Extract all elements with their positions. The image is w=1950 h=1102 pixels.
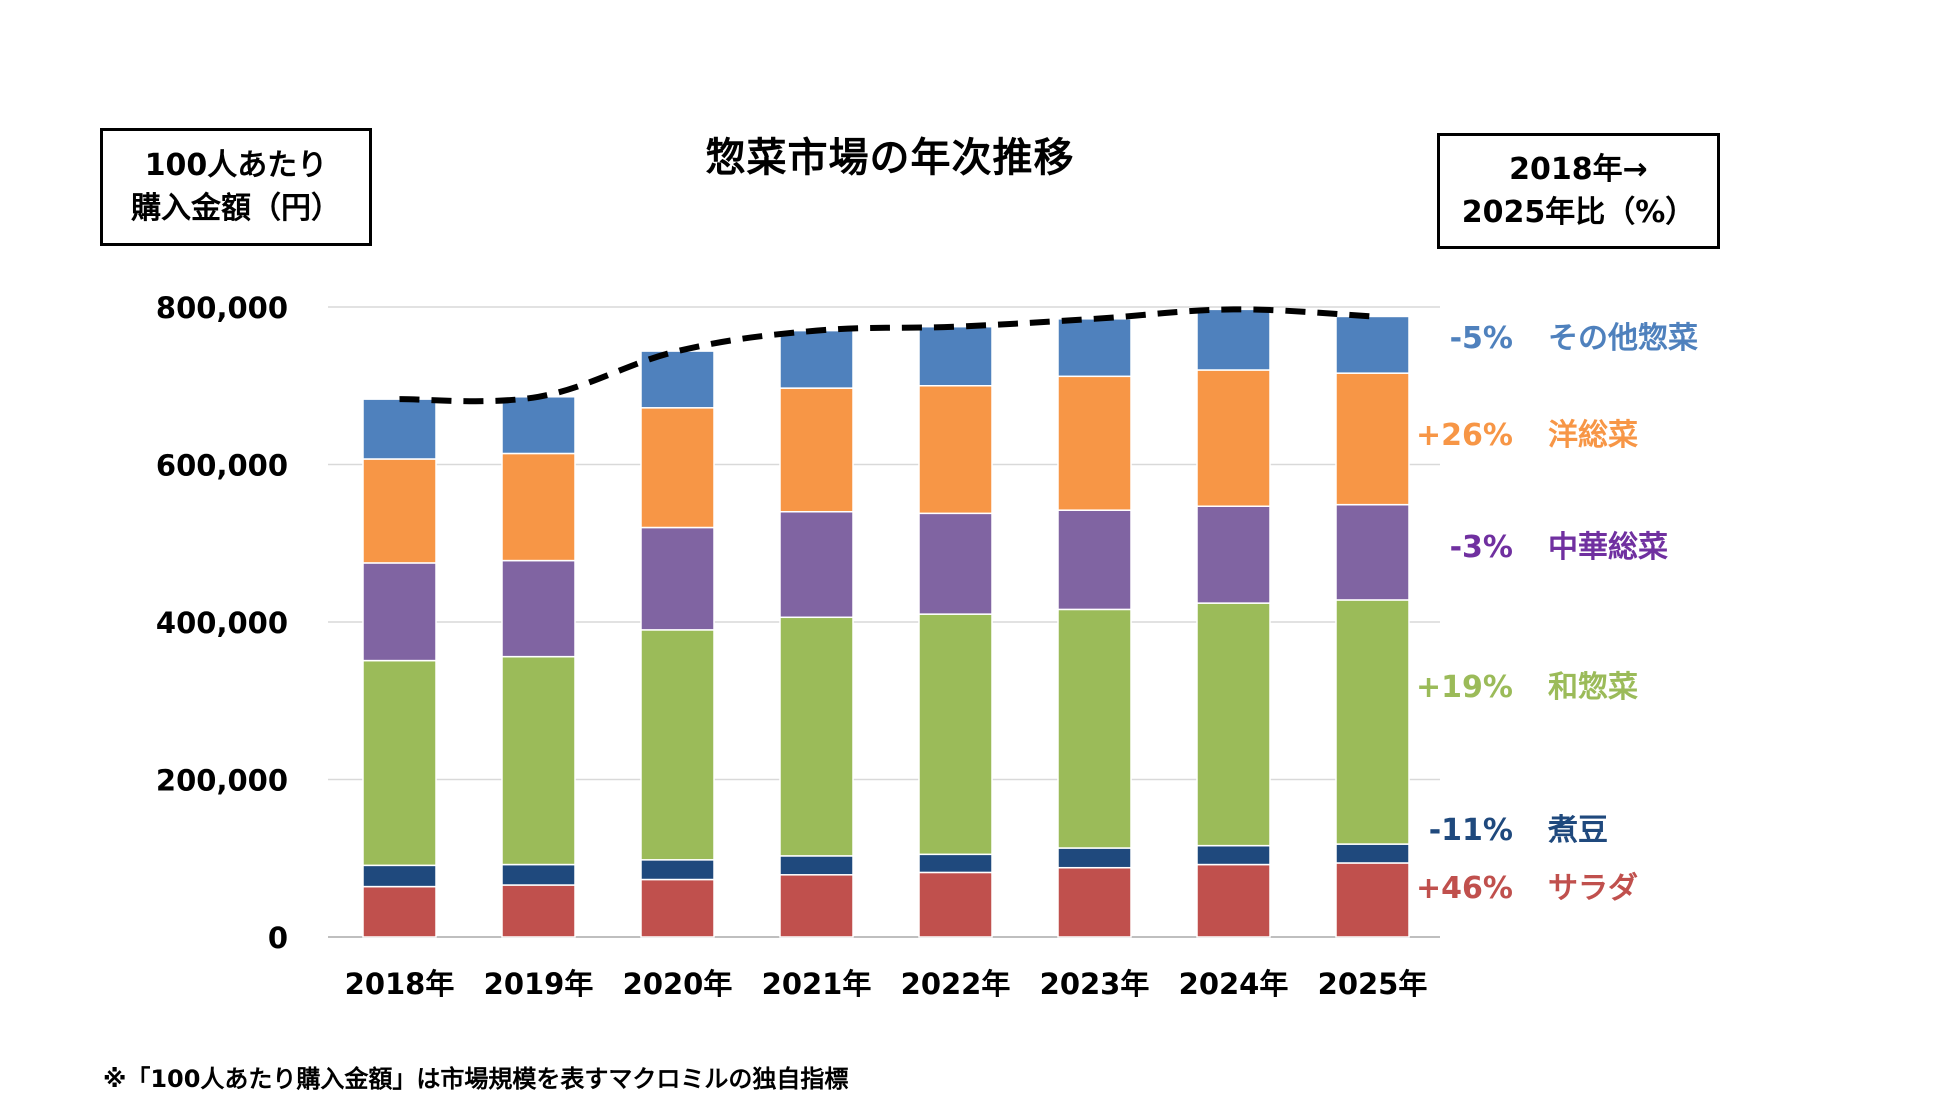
bar-segment bbox=[362, 398, 437, 460]
x-tick-label: 2019年 bbox=[484, 967, 594, 1001]
y-tick-label: 400,000 bbox=[156, 606, 288, 640]
bar-segment bbox=[1057, 509, 1132, 611]
bar-segment bbox=[779, 329, 854, 389]
legend-series-name: 中華総菜 bbox=[1548, 530, 1668, 565]
bar-segment bbox=[1335, 862, 1410, 938]
bar-segment bbox=[501, 884, 576, 938]
legend-series-name: その他惣菜 bbox=[1548, 321, 1698, 356]
bar-segment bbox=[779, 855, 854, 876]
bar-segment bbox=[501, 559, 576, 658]
bar-segment bbox=[1196, 602, 1271, 847]
bar-segment bbox=[362, 562, 437, 662]
x-tick-label: 2022年 bbox=[901, 967, 1011, 1001]
bar-segment bbox=[640, 526, 715, 631]
bar-segment bbox=[501, 452, 576, 562]
legend-change-percent: +19% bbox=[1416, 670, 1513, 705]
change-ratio-header-line-1: 2018年→ bbox=[1509, 151, 1648, 187]
bar-segment bbox=[1335, 599, 1410, 845]
legend-change-percent: -5% bbox=[1450, 321, 1513, 356]
bar-segment bbox=[779, 511, 854, 619]
change-ratio-header-line-2: 2025年比（%） bbox=[1461, 195, 1696, 230]
bar-segment bbox=[918, 853, 993, 874]
bar-segment bbox=[779, 616, 854, 857]
bar-segment bbox=[918, 613, 993, 856]
bar-segment bbox=[1335, 843, 1410, 864]
y-tick-label: 200,000 bbox=[156, 764, 288, 798]
legend-series-name: サラダ bbox=[1548, 871, 1638, 906]
bar-segment bbox=[918, 325, 993, 387]
bar-segment bbox=[918, 871, 993, 938]
bar-segment bbox=[779, 874, 854, 938]
y-axis-unit-box: 100人あたり 購入金額（円） bbox=[100, 128, 372, 246]
bar-segment bbox=[640, 407, 715, 529]
bar-segment bbox=[779, 387, 854, 513]
y-tick-label: 800,000 bbox=[156, 291, 288, 325]
y-axis-unit-line-2: 購入金額（円） bbox=[131, 191, 341, 226]
x-tick-label: 2021年 bbox=[762, 967, 872, 1001]
bar-segment bbox=[640, 878, 715, 938]
y-tick-label: 0 bbox=[268, 921, 288, 955]
bar-segment bbox=[1335, 315, 1410, 374]
x-tick-label: 2020年 bbox=[623, 967, 733, 1001]
legend-change-percent: +26% bbox=[1416, 418, 1513, 453]
bar-segment bbox=[1057, 318, 1132, 378]
y-tick-label: 600,000 bbox=[156, 449, 288, 483]
bar-segment bbox=[1196, 308, 1271, 371]
bar-segment bbox=[362, 659, 437, 867]
bar-segment bbox=[1335, 372, 1410, 506]
change-ratio-header-box: 2018年→ 2025年比（%） bbox=[1437, 133, 1720, 249]
x-tick-label: 2023年 bbox=[1040, 967, 1150, 1001]
y-axis-unit-line-1: 100人あたり bbox=[144, 147, 328, 183]
bar-segment bbox=[362, 458, 437, 564]
bar-segment bbox=[1196, 844, 1271, 866]
bar-segment bbox=[918, 512, 993, 615]
x-tick-label: 2024年 bbox=[1179, 967, 1289, 1001]
bar-segment bbox=[640, 629, 715, 861]
bar-segment bbox=[362, 885, 437, 938]
bar-segment bbox=[1057, 375, 1132, 511]
total-trend-line bbox=[399, 306, 1373, 405]
bar-segment bbox=[501, 655, 576, 866]
bar-segment bbox=[501, 863, 576, 886]
bar-segment bbox=[362, 864, 437, 888]
legend-series-name: 煮豆 bbox=[1547, 813, 1608, 848]
bar-segment bbox=[1196, 505, 1271, 604]
bar-segment bbox=[1057, 608, 1132, 849]
bar-segment bbox=[918, 385, 993, 515]
legend-change-percent: -3% bbox=[1450, 530, 1513, 565]
bar-segment bbox=[1196, 369, 1271, 507]
bar-segment bbox=[501, 396, 576, 455]
legend-change-percent: -11% bbox=[1429, 813, 1513, 848]
x-tick-label: 2018年 bbox=[345, 967, 455, 1001]
bar-segment bbox=[1196, 863, 1271, 938]
x-tick-label: 2025年 bbox=[1318, 967, 1428, 1001]
bar-segment bbox=[1057, 847, 1132, 869]
chart-title: 惣菜市場の年次推移 bbox=[705, 135, 1075, 181]
legend-series-name: 洋総菜 bbox=[1548, 418, 1638, 453]
legend-series-name: 和惣菜 bbox=[1548, 670, 1638, 705]
bar-segment bbox=[1057, 866, 1132, 938]
legend-change-percent: +46% bbox=[1416, 871, 1513, 906]
footnote: ※「100人あたり購入金額」は市場規模を表すマクロミルの独自指標 bbox=[103, 1065, 849, 1093]
bar-segment bbox=[1335, 503, 1410, 601]
bar-segment bbox=[640, 859, 715, 881]
